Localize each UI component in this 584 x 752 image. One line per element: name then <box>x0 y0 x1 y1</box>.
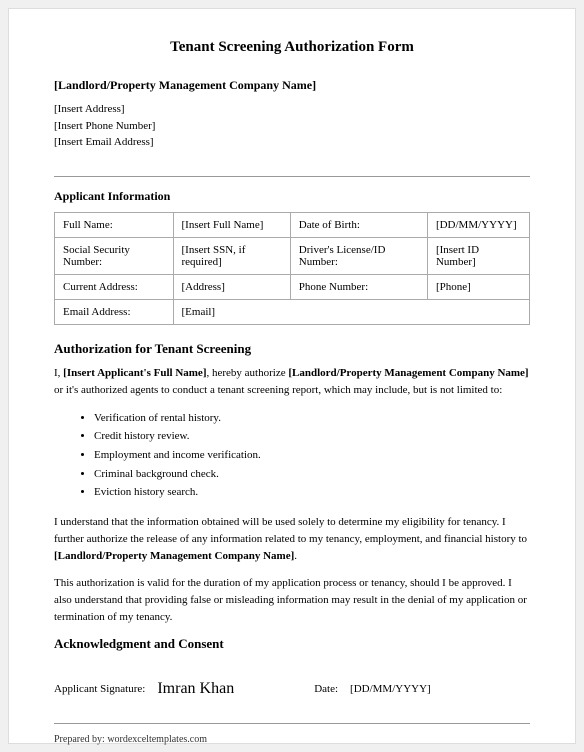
applicant-info-heading: Applicant Information <box>54 189 530 204</box>
list-item: Criminal background check. <box>94 465 530 484</box>
cell-ssn-label: Social Security Number: <box>55 237 174 274</box>
table-row: Email Address: [Email] <box>55 299 530 324</box>
list-item: Employment and income verification. <box>94 446 530 465</box>
acknowledgment-heading: Acknowledgment and Consent <box>54 636 530 652</box>
company-phone: [Insert Phone Number] <box>54 118 530 135</box>
list-item: Eviction history search. <box>94 483 530 502</box>
company-email: [Insert Email Address] <box>54 134 530 151</box>
signature-value: Imran Khan <box>157 680 234 698</box>
applicant-table: Full Name: [Insert Full Name] Date of Bi… <box>54 212 530 325</box>
date-label: Date: <box>314 683 338 695</box>
cell-email-value: [Email] <box>173 299 530 324</box>
date-value: [DD/MM/YYYY] <box>350 683 431 695</box>
authorization-paragraph-2: I understand that the information obtain… <box>54 514 530 565</box>
cell-dob-value: [DD/MM/YYYY] <box>427 212 529 237</box>
footer-credit: Prepared by: wordexceltemplates.com <box>54 734 530 745</box>
footer-divider <box>54 723 530 724</box>
applicant-name-bold: [Insert Applicant's Full Name] <box>63 367 206 379</box>
authorization-paragraph-1: I, [Insert Applicant's Full Name], hereb… <box>54 365 530 399</box>
table-row: Current Address: [Address] Phone Number:… <box>55 274 530 299</box>
authorization-heading: Authorization for Tenant Screening <box>54 341 530 357</box>
divider <box>54 176 530 177</box>
document-page: Tenant Screening Authorization Form [Lan… <box>8 8 576 744</box>
cell-license-value: [Insert ID Number] <box>427 237 529 274</box>
cell-email-label: Email Address: <box>55 299 174 324</box>
cell-license-label: Driver's License/ID Number: <box>290 237 427 274</box>
cell-dob-label: Date of Birth: <box>290 212 427 237</box>
company-info: [Insert Address] [Insert Phone Number] [… <box>54 101 530 151</box>
cell-address-label: Current Address: <box>55 274 174 299</box>
screening-list: Verification of rental history. Credit h… <box>94 409 530 502</box>
cell-ssn-value: [Insert SSN, if required] <box>173 237 290 274</box>
cell-fullname-label: Full Name: <box>55 212 174 237</box>
table-row: Full Name: [Insert Full Name] Date of Bi… <box>55 212 530 237</box>
authorization-paragraph-3: This authorization is valid for the dura… <box>54 575 530 626</box>
cell-fullname-value: [Insert Full Name] <box>173 212 290 237</box>
cell-address-value: [Address] <box>173 274 290 299</box>
cell-phone-value: [Phone] <box>427 274 529 299</box>
signature-label: Applicant Signature: <box>54 683 145 695</box>
form-title: Tenant Screening Authorization Form <box>54 39 530 56</box>
company-address: [Insert Address] <box>54 101 530 118</box>
company-name: [Landlord/Property Management Company Na… <box>54 78 530 93</box>
signature-row: Applicant Signature: Imran Khan Date: [D… <box>54 680 530 698</box>
table-row: Social Security Number: [Insert SSN, if … <box>55 237 530 274</box>
list-item: Credit history review. <box>94 427 530 446</box>
list-item: Verification of rental history. <box>94 409 530 428</box>
company-name-bold-2: [Landlord/Property Management Company Na… <box>54 550 294 562</box>
company-name-bold: [Landlord/Property Management Company Na… <box>288 367 528 379</box>
cell-phone-label: Phone Number: <box>290 274 427 299</box>
